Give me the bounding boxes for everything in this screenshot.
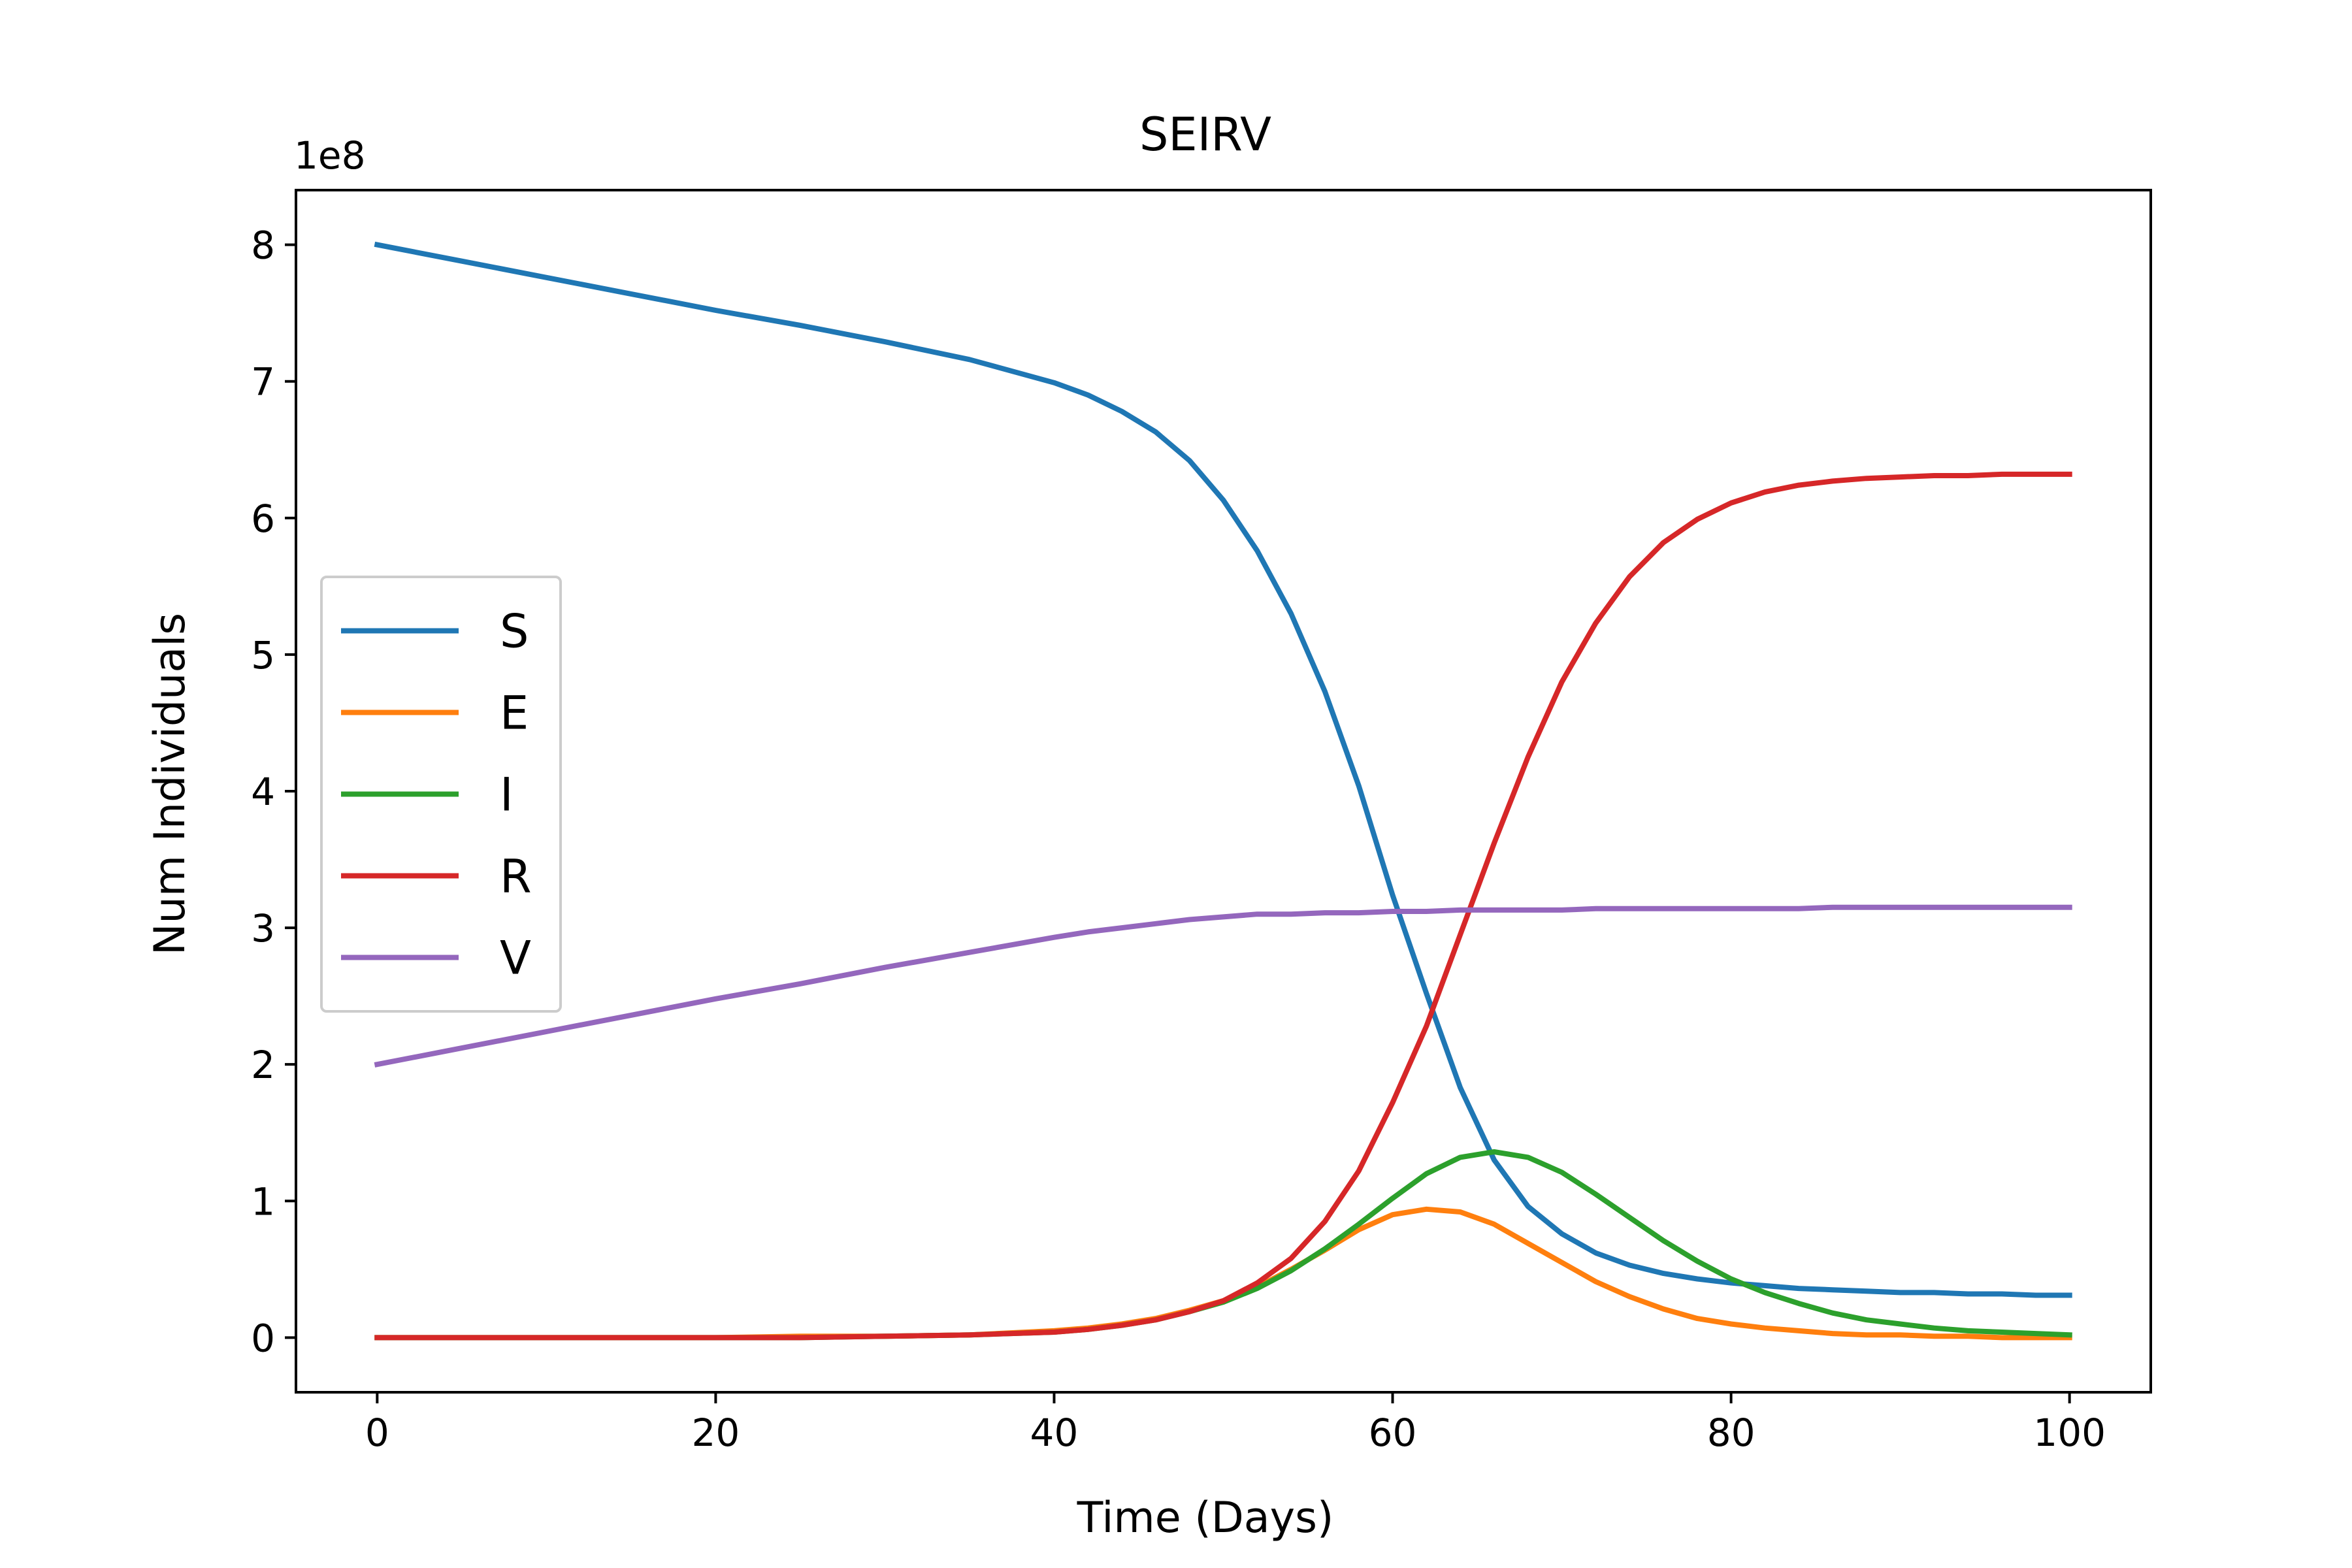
x-tick-label: 80 — [1707, 1411, 1756, 1455]
x-tick-label: 20 — [691, 1411, 740, 1455]
y-tick-label: 4 — [251, 770, 275, 814]
y-tick-label: 0 — [251, 1316, 275, 1360]
y-axis-label: Num Individuals — [146, 613, 195, 955]
legend: SEIRV — [320, 576, 562, 1013]
series-lines — [374, 241, 2072, 1341]
legend-label-V: V — [500, 932, 531, 985]
x-tick-label: 0 — [365, 1411, 389, 1455]
legend-label-I: I — [500, 768, 514, 822]
axes-frame — [295, 189, 2152, 1394]
y-tick-label: 7 — [251, 360, 275, 404]
x-tick-label: 100 — [2033, 1411, 2106, 1455]
legend-label-S: S — [500, 605, 529, 659]
legend-label-R: R — [500, 850, 532, 904]
series-line-R — [374, 471, 2072, 1341]
x-tick-label: 60 — [1369, 1411, 1417, 1455]
x-axis-ticks: 0 20 40 60 80 100 — [365, 1392, 2106, 1455]
y-tick-label: 5 — [251, 633, 275, 678]
y-tick-label: 6 — [251, 497, 275, 541]
series-line-V — [374, 904, 2072, 1068]
y-axis-ticks: 0 1 2 3 4 5 6 7 8 — [251, 223, 296, 1360]
legend-label-E: E — [500, 687, 529, 740]
plot-area: 0 20 40 60 80 100 0 1 2 3 4 5 6 7 8 — [251, 189, 2152, 1455]
x-axis-label: Time (Days) — [1077, 1494, 1334, 1543]
series-line-S — [374, 241, 2072, 1298]
y-tick-label: 3 — [251, 906, 275, 951]
y-tick-label: 2 — [251, 1043, 275, 1087]
y-axis-offset-label: 1e8 — [294, 133, 366, 178]
y-tick-label: 1 — [251, 1179, 275, 1224]
y-tick-label: 8 — [251, 223, 275, 268]
x-tick-label: 40 — [1030, 1411, 1079, 1455]
chart-title: SEIRV — [1139, 108, 1271, 161]
